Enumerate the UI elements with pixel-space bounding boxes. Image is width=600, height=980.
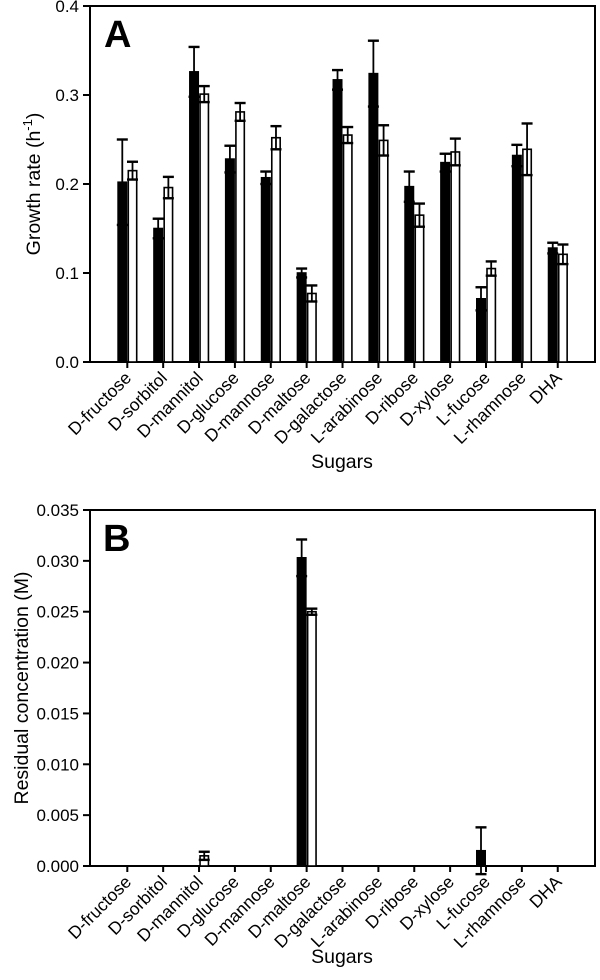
y-tick-label: 0.2: [55, 175, 79, 194]
bar-open-white-bars-D-maltose: [306, 610, 317, 867]
category-label: DHA: [525, 871, 566, 912]
y-tick-label: 0.3: [55, 86, 79, 105]
bar-filled-black-bars-D-glucose: [224, 158, 235, 363]
y-axis-title: Growth rate (h-1): [20, 113, 45, 256]
y-tick-label: 0.015: [36, 704, 79, 723]
plot-box: [89, 509, 596, 867]
x-axis-title: Sugars: [311, 451, 373, 473]
y-tick-label: 0.030: [36, 552, 79, 571]
y-tick-label: 0.035: [36, 501, 79, 520]
bar-filled-black-bars-L-arabinose: [368, 72, 379, 363]
x-axis-title: Sugars: [311, 946, 373, 968]
bar-filled-black-bars-DHA: [547, 247, 558, 363]
y-tick-label: 0.010: [36, 755, 79, 774]
bar-open-white-bars-L-rhamnose: [522, 148, 533, 363]
bar-filled-black-bars-D-ribose: [404, 185, 415, 363]
bar-filled-black-bars-D-galactose: [332, 79, 343, 363]
bar-open-white-bars-L-fucose: [486, 267, 497, 363]
category-label: DHA: [525, 367, 566, 408]
bar-open-white-bars-D-mannose: [270, 136, 281, 363]
y-tick-label: 0.005: [36, 806, 79, 825]
bar-open-white-bars-DHA: [557, 253, 568, 363]
bar-filled-black-bars-D-xylose: [440, 161, 451, 363]
bar-filled-black-bars-D-mannose: [260, 176, 271, 363]
bar-open-white-bars-D-mannitol: [199, 93, 210, 363]
panel-letter: B: [103, 518, 130, 560]
growth-rate-chart-canvas: 0.00.10.20.30.4D-fructoseD-sorbitolD-man…: [20, 0, 596, 473]
y-tick-label: 0.0: [55, 353, 79, 372]
bar-open-white-bars-D-xylose: [450, 151, 461, 363]
y-tick-label: 0.4: [55, 0, 79, 16]
y-tick-label: 0.025: [36, 603, 79, 622]
y-tick-label: 0.000: [36, 857, 79, 876]
panel-letter: A: [104, 14, 131, 56]
panel-b-residual-concentration: 0.000 0.005 0.010 0.015 0.020 0.025 0.030 0.035…: [0, 490, 600, 980]
bar-open-white-bars-D-ribose: [414, 214, 425, 363]
residual-concentration-chart-canvas: 0.000 0.005 0.010 0.015 0.020 0.025 0.030 0.035…: [11, 501, 596, 968]
bar-filled-black-bars-D-maltose: [296, 557, 307, 867]
y-tick-label: 0.020: [36, 654, 79, 673]
bar-open-white-bars-D-sorbitol: [163, 186, 174, 363]
panel-a-growth-rate: 0.0 0.1 0.2 0.3 0.4 D-fructose D-sorbitol D-man…: [20, 0, 596, 473]
bar-open-white-bars-D-maltose: [306, 292, 317, 363]
y-tick-label: 0.1: [55, 264, 79, 283]
bar-filled-black-bars-D-maltose: [296, 272, 307, 363]
bar-open-white-bars-D-galactose: [342, 134, 353, 363]
bar-filled-black-bars-D-sorbitol: [153, 227, 164, 363]
y-axis-title: Residual concentration (M): [11, 571, 33, 804]
bar-filled-black-bars-D-mannitol: [189, 71, 200, 363]
bar-open-white-bars-L-arabinose: [378, 139, 389, 363]
bar-open-white-bars-D-fructose: [127, 169, 138, 363]
bar-open-white-bars-D-glucose: [235, 111, 246, 363]
bar-filled-black-bars-L-rhamnose: [511, 154, 522, 363]
